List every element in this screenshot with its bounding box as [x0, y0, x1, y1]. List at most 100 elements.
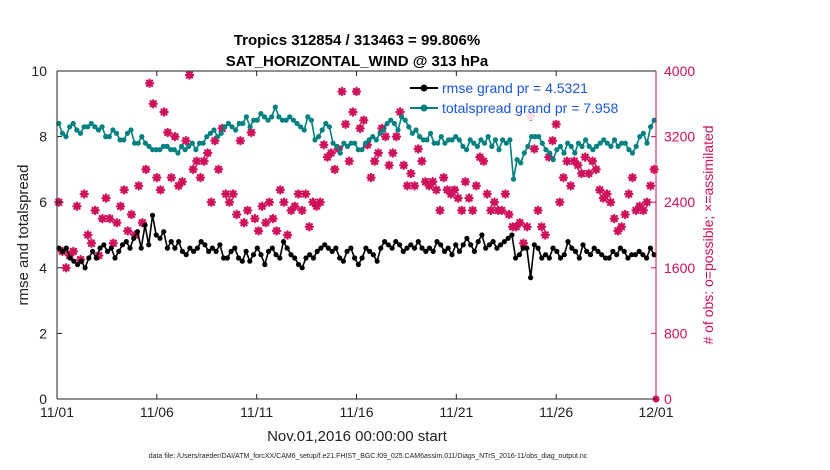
- obs-point: [155, 185, 166, 195]
- data-point-rmse: [75, 261, 81, 268]
- data-point-rmse: [273, 252, 279, 258]
- data-point-rmse: [602, 255, 609, 261]
- data-point-totalspread: [308, 117, 314, 123]
- data-point-totalspread: [402, 117, 408, 123]
- data-point-rmse: [239, 258, 245, 264]
- data-point-rmse: [505, 235, 511, 241]
- data-point-rmse: [314, 248, 320, 254]
- data-point-rmse: [516, 252, 523, 258]
- data-point-rmse: [434, 239, 440, 245]
- obs-point: [620, 209, 630, 220]
- data-point-totalspread: [377, 130, 383, 136]
- obs-point: [584, 168, 594, 179]
- x-tick-label: 11/26: [539, 404, 573, 420]
- data-point-totalspread: [648, 124, 654, 130]
- obs-point: [373, 148, 383, 158]
- data-point-totalspread: [139, 134, 145, 140]
- data-point-totalspread: [597, 140, 603, 146]
- data-point-rmse: [176, 239, 182, 245]
- obs-point: [264, 197, 275, 207]
- data-point-totalspread: [611, 137, 618, 143]
- obs-point: [250, 213, 260, 224]
- data-point-totalspread: [189, 140, 195, 146]
- data-point-totalspread: [160, 143, 166, 149]
- data-point-totalspread: [95, 127, 102, 133]
- data-point-totalspread: [211, 127, 217, 133]
- data-point-rmse: [397, 242, 403, 248]
- obs-point: [605, 197, 616, 207]
- data-point-totalspread: [438, 134, 444, 140]
- obs-point: [409, 181, 420, 191]
- data-point-rmse: [524, 245, 530, 251]
- obs-point: [246, 127, 256, 138]
- obs-point: [163, 127, 173, 138]
- data-point-rmse: [557, 255, 564, 261]
- data-point-rmse: [187, 245, 193, 251]
- obs-point: [101, 193, 111, 203]
- obs-point: [384, 160, 394, 170]
- data-point-rmse: [483, 245, 489, 251]
- data-point-rmse: [307, 252, 313, 258]
- data-point-totalspread: [626, 147, 632, 153]
- data-point-totalspread: [171, 147, 177, 153]
- obs-point: [257, 201, 267, 211]
- data-point-rmse: [236, 255, 242, 261]
- obs-point: [497, 205, 507, 216]
- obs-point: [649, 164, 659, 175]
- data-point-totalspread: [186, 143, 192, 149]
- obs-point: [438, 172, 449, 183]
- data-point-totalspread: [337, 150, 343, 156]
- data-point-rmse: [60, 248, 66, 254]
- obs-point: [206, 197, 216, 207]
- data-point-rmse: [280, 239, 287, 245]
- obs-point: [547, 136, 558, 146]
- y2-tick-label: 800: [664, 325, 688, 341]
- obs-point: [634, 201, 645, 211]
- data-point-totalspread: [583, 137, 589, 143]
- data-point-rmse: [333, 245, 339, 251]
- data-point-totalspread: [316, 134, 322, 140]
- obs-point: [417, 156, 427, 166]
- obs-point: [522, 222, 532, 232]
- data-point-totalspread: [536, 134, 542, 140]
- data-point-rmse: [513, 255, 519, 261]
- data-point-rmse: [262, 261, 268, 268]
- data-point-totalspread: [456, 137, 462, 143]
- data-point-totalspread: [168, 147, 174, 153]
- obs-point: [562, 156, 572, 166]
- data-point-rmse: [344, 248, 350, 254]
- data-point-rmse: [243, 248, 249, 254]
- data-point-totalspread: [593, 143, 600, 149]
- legend-label-totalspread: totalspread grand pr = 7.958: [442, 100, 619, 116]
- obs-point: [104, 213, 115, 224]
- data-point-totalspread: [503, 140, 509, 146]
- data-point-rmse: [191, 248, 197, 254]
- data-point-rmse: [348, 245, 354, 251]
- data-point-totalspread: [547, 150, 553, 156]
- data-point-rmse: [250, 252, 257, 258]
- obs-point: [573, 160, 583, 170]
- obs-point: [478, 156, 489, 166]
- data-point-rmse: [561, 252, 567, 258]
- data-point-rmse: [490, 239, 496, 245]
- obs-point: [242, 205, 253, 216]
- data-point-rmse: [123, 239, 129, 245]
- data-point-rmse: [520, 245, 526, 251]
- data-point-totalspread: [128, 127, 134, 133]
- data-point-totalspread: [565, 140, 571, 146]
- data-point-rmse: [101, 242, 107, 248]
- data-point-totalspread: [229, 124, 235, 130]
- data-point-rmse: [127, 245, 133, 251]
- obs-point: [595, 185, 605, 195]
- obs-point: [184, 70, 195, 80]
- data-point-rmse: [468, 242, 474, 248]
- data-point-rmse: [430, 248, 436, 254]
- data-point-totalspread: [608, 143, 614, 149]
- data-point-totalspread: [81, 124, 87, 130]
- x-tick-label: 11/11: [240, 404, 273, 420]
- data-point-rmse: [104, 248, 111, 254]
- data-point-rmse: [299, 265, 305, 271]
- obs-point: [388, 148, 398, 158]
- data-point-totalspread: [294, 120, 300, 127]
- data-point-totalspread: [305, 114, 311, 120]
